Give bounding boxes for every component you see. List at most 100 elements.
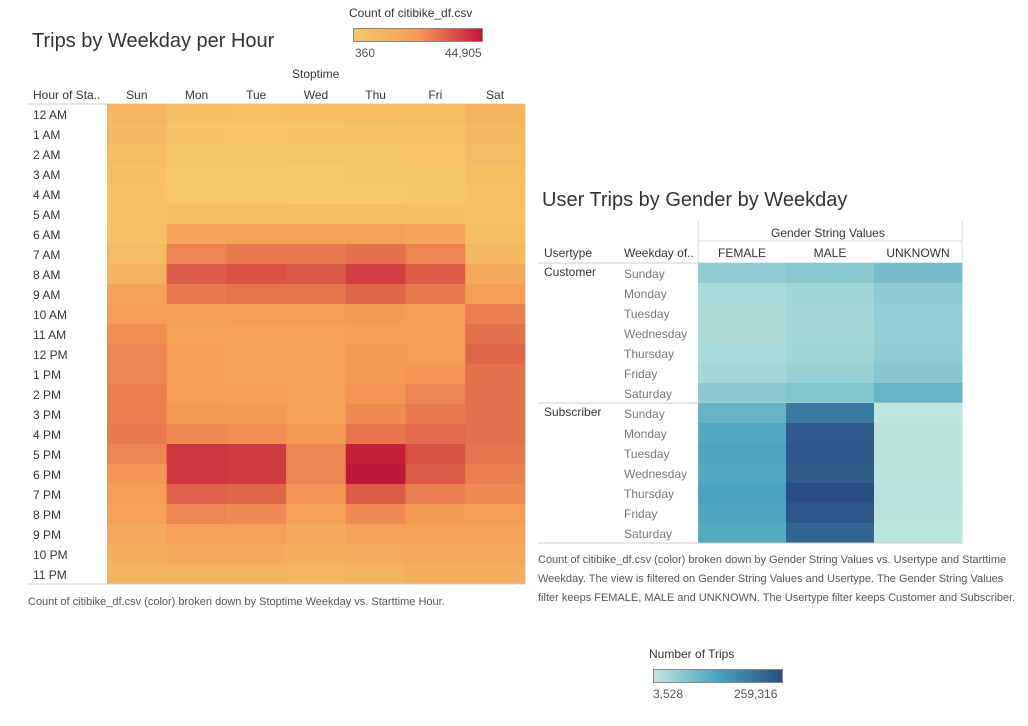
heatmap-cell[interactable] bbox=[286, 164, 347, 185]
heatmap-cell[interactable] bbox=[226, 224, 287, 245]
heatmap-cell[interactable] bbox=[226, 464, 287, 485]
heatmap-cell[interactable] bbox=[345, 464, 406, 485]
heatmap-cell[interactable] bbox=[874, 443, 963, 464]
heatmap-cell[interactable] bbox=[345, 144, 406, 165]
heatmap-cell[interactable] bbox=[405, 384, 466, 405]
heatmap-cell[interactable] bbox=[226, 104, 287, 125]
heatmap-cell[interactable] bbox=[345, 504, 406, 525]
heatmap-cell[interactable] bbox=[226, 184, 287, 205]
heatmap-cell[interactable] bbox=[874, 523, 963, 544]
heatmap-cell[interactable] bbox=[465, 224, 526, 245]
heatmap-cell[interactable] bbox=[107, 424, 168, 445]
heatmap-cell[interactable] bbox=[286, 324, 347, 345]
heatmap-cell[interactable] bbox=[698, 423, 787, 444]
heatmap-cell[interactable] bbox=[226, 364, 287, 385]
heatmap-cell[interactable] bbox=[465, 244, 526, 265]
heatmap-cell[interactable] bbox=[465, 404, 526, 425]
heatmap-cell[interactable] bbox=[786, 443, 875, 464]
heatmap-cell[interactable] bbox=[286, 384, 347, 405]
heatmap-cell[interactable] bbox=[465, 124, 526, 145]
heatmap-cell[interactable] bbox=[286, 124, 347, 145]
heatmap-cell[interactable] bbox=[405, 564, 466, 585]
heatmap-cell[interactable] bbox=[166, 564, 227, 585]
heatmap-cell[interactable] bbox=[465, 444, 526, 465]
heatmap-cell[interactable] bbox=[465, 384, 526, 405]
heatmap-cell[interactable] bbox=[405, 224, 466, 245]
heatmap-cell[interactable] bbox=[166, 224, 227, 245]
heatmap-cell[interactable] bbox=[345, 284, 406, 305]
heatmap-cell[interactable] bbox=[698, 343, 787, 364]
heatmap-cell[interactable] bbox=[226, 284, 287, 305]
heatmap-cell[interactable] bbox=[405, 424, 466, 445]
heatmap-cell[interactable] bbox=[286, 344, 347, 365]
heatmap-cell[interactable] bbox=[226, 524, 287, 545]
heatmap-cell[interactable] bbox=[874, 303, 963, 324]
heatmap-cell[interactable] bbox=[698, 283, 787, 304]
heatmap-cell[interactable] bbox=[698, 303, 787, 324]
heatmap-cell[interactable] bbox=[786, 403, 875, 424]
heatmap-cell[interactable] bbox=[166, 324, 227, 345]
heatmap-cell[interactable] bbox=[166, 504, 227, 525]
heatmap-cell[interactable] bbox=[786, 483, 875, 504]
heatmap-cell[interactable] bbox=[286, 364, 347, 385]
heatmap-cell[interactable] bbox=[166, 464, 227, 485]
heatmap-cell[interactable] bbox=[465, 564, 526, 585]
heatmap-cell[interactable] bbox=[405, 544, 466, 565]
heatmap-cell[interactable] bbox=[226, 504, 287, 525]
heatmap-cell[interactable] bbox=[465, 364, 526, 385]
heatmap-cell[interactable] bbox=[465, 324, 526, 345]
heatmap-cell[interactable] bbox=[405, 364, 466, 385]
heatmap-cell[interactable] bbox=[166, 484, 227, 505]
heatmap-cell[interactable] bbox=[166, 124, 227, 145]
heatmap-cell[interactable] bbox=[465, 144, 526, 165]
heatmap-cell[interactable] bbox=[107, 324, 168, 345]
heatmap-cell[interactable] bbox=[286, 424, 347, 445]
heatmap-cell[interactable] bbox=[874, 263, 963, 284]
heatmap-cell[interactable] bbox=[405, 144, 466, 165]
heatmap-cell[interactable] bbox=[345, 524, 406, 545]
heatmap-cell[interactable] bbox=[166, 344, 227, 365]
heatmap-cell[interactable] bbox=[786, 283, 875, 304]
heatmap-cell[interactable] bbox=[345, 204, 406, 225]
heatmap-cell[interactable] bbox=[166, 184, 227, 205]
heatmap-cell[interactable] bbox=[345, 164, 406, 185]
heatmap-cell[interactable] bbox=[345, 404, 406, 425]
heatmap-cell[interactable] bbox=[286, 284, 347, 305]
heatmap-cell[interactable] bbox=[166, 444, 227, 465]
heatmap-cell[interactable] bbox=[405, 484, 466, 505]
heatmap-cell[interactable] bbox=[107, 244, 168, 265]
heatmap-cell[interactable] bbox=[166, 104, 227, 125]
heatmap-cell[interactable] bbox=[345, 124, 406, 145]
heatmap-cell[interactable] bbox=[286, 264, 347, 285]
heatmap-cell[interactable] bbox=[405, 124, 466, 145]
heatmap-cell[interactable] bbox=[874, 363, 963, 384]
heatmap-cell[interactable] bbox=[286, 104, 347, 125]
heatmap-cell[interactable] bbox=[286, 484, 347, 505]
heatmap-cell[interactable] bbox=[786, 383, 875, 404]
heatmap-cell[interactable] bbox=[465, 184, 526, 205]
heatmap-cell[interactable] bbox=[465, 484, 526, 505]
heatmap-cell[interactable] bbox=[698, 523, 787, 544]
heatmap-cell[interactable] bbox=[226, 264, 287, 285]
heatmap-cell[interactable] bbox=[465, 164, 526, 185]
heatmap-cell[interactable] bbox=[405, 404, 466, 425]
heatmap-cell[interactable] bbox=[166, 204, 227, 225]
heatmap-cell[interactable] bbox=[698, 443, 787, 464]
heatmap-cell[interactable] bbox=[107, 524, 168, 545]
heatmap-cell[interactable] bbox=[226, 544, 287, 565]
heatmap-cell[interactable] bbox=[786, 343, 875, 364]
heatmap-cell[interactable] bbox=[107, 204, 168, 225]
heatmap-cell[interactable] bbox=[166, 144, 227, 165]
heatmap-cell[interactable] bbox=[286, 464, 347, 485]
heatmap-cell[interactable] bbox=[405, 284, 466, 305]
heatmap-cell[interactable] bbox=[786, 363, 875, 384]
heatmap-cell[interactable] bbox=[226, 344, 287, 365]
heatmap-cell[interactable] bbox=[874, 323, 963, 344]
heatmap-cell[interactable] bbox=[345, 244, 406, 265]
heatmap-cell[interactable] bbox=[166, 404, 227, 425]
heatmap-cell[interactable] bbox=[786, 263, 875, 284]
heatmap-cell[interactable] bbox=[874, 343, 963, 364]
heatmap-cell[interactable] bbox=[286, 304, 347, 325]
heatmap-cell[interactable] bbox=[874, 383, 963, 404]
heatmap-cell[interactable] bbox=[107, 144, 168, 165]
